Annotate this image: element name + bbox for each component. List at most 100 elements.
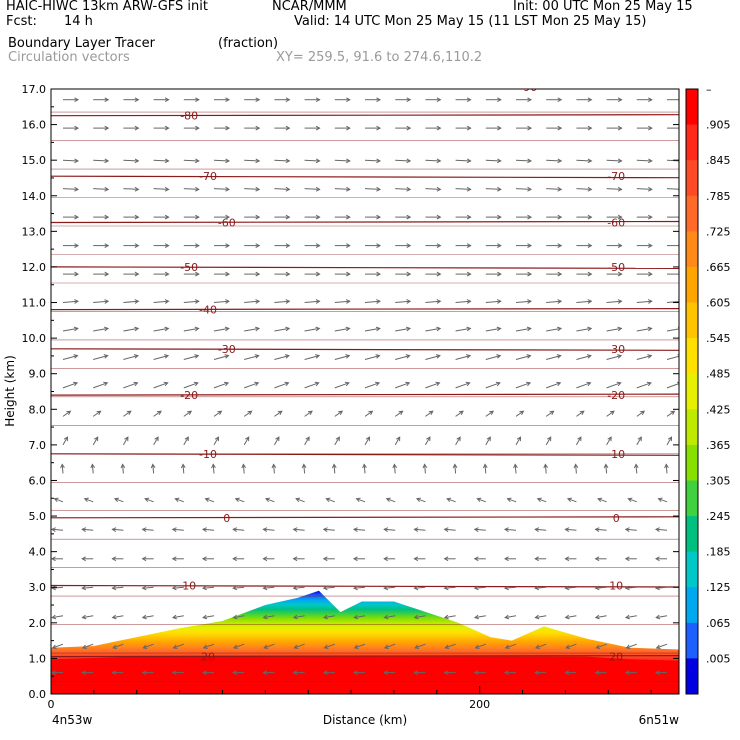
vector-shaft <box>384 643 396 649</box>
vector-shaft <box>514 464 517 474</box>
y-tick-label: 15.0 <box>22 154 47 167</box>
vector-head <box>362 463 367 469</box>
vector-shaft <box>595 528 607 531</box>
vector-shaft <box>576 382 591 389</box>
vector-head <box>232 556 237 562</box>
vector-shaft <box>92 436 99 446</box>
vector-head <box>141 556 147 562</box>
vector-shaft <box>475 643 486 649</box>
vector-head <box>217 410 223 416</box>
vector-head <box>134 97 140 103</box>
vector-shaft <box>454 464 457 474</box>
vector-head <box>292 585 298 591</box>
vector-shaft <box>535 528 547 531</box>
vector-shaft <box>386 498 396 503</box>
vector-shaft <box>485 436 491 446</box>
vector-head <box>465 381 471 387</box>
vector-shaft <box>244 382 259 389</box>
vector-shaft <box>596 643 607 649</box>
colorbar-segment <box>686 622 698 659</box>
vector-head <box>476 497 482 503</box>
vector-shaft <box>625 528 637 531</box>
vector-head <box>134 326 140 332</box>
colorbar-label: .065 <box>706 617 731 630</box>
vector-head <box>413 670 419 676</box>
vector-head <box>556 381 562 387</box>
vector-shaft <box>474 528 486 531</box>
vector-head <box>154 436 159 442</box>
vector-head <box>164 97 170 103</box>
vector-head <box>232 527 238 533</box>
y-tick-label: 12.0 <box>22 261 47 274</box>
vector-head <box>473 614 479 620</box>
vector-head <box>422 463 428 469</box>
vector-shaft <box>304 355 320 360</box>
vector-shaft <box>323 528 335 531</box>
vector-shaft <box>293 615 305 619</box>
vector-head <box>594 670 600 676</box>
vector-head <box>654 556 660 562</box>
vector-head <box>617 158 623 164</box>
vector-head <box>352 585 358 591</box>
vector-head <box>573 463 579 469</box>
vector-head <box>534 670 539 676</box>
vector-head <box>413 556 419 562</box>
vector-head <box>284 381 290 387</box>
vector-head <box>466 243 472 248</box>
vector-shaft <box>153 436 159 446</box>
vector-shaft <box>485 410 494 417</box>
vector-shaft <box>565 643 577 649</box>
vector-head <box>587 243 593 248</box>
vector-head <box>164 354 170 359</box>
vector-shaft <box>273 464 275 474</box>
vector-head <box>436 214 442 220</box>
vector-head <box>458 410 464 416</box>
contour-label: 20 <box>609 651 623 664</box>
vector-head <box>285 214 291 220</box>
fcst-value: 14 h <box>64 14 93 29</box>
vector-head <box>473 527 479 533</box>
vector-head <box>564 670 570 676</box>
vector-head <box>413 585 419 591</box>
vector-shaft <box>485 188 501 190</box>
colorbar-label: .605 <box>706 297 731 310</box>
vector-shaft <box>172 528 184 531</box>
vector-shaft <box>364 355 380 360</box>
vector-head <box>413 527 419 533</box>
vector-shaft <box>244 159 260 162</box>
colorbar-frame <box>685 88 699 695</box>
vector-head <box>315 271 321 277</box>
vector-head <box>413 614 419 620</box>
vector-head <box>284 354 290 359</box>
vector-head <box>594 614 600 620</box>
vector-head <box>406 299 412 304</box>
vector-shaft <box>425 188 441 190</box>
vector-head <box>195 271 200 277</box>
vector-head <box>73 326 79 332</box>
colorbar-label: .845 <box>706 154 731 167</box>
vector-head <box>51 527 56 533</box>
vector-head <box>323 644 329 649</box>
vector-head <box>405 354 411 359</box>
y-tick-label: 11.0 <box>22 297 47 310</box>
vector-head <box>486 436 491 442</box>
vector-head <box>436 243 442 248</box>
vector-shaft <box>233 528 245 531</box>
vector-head <box>345 299 351 304</box>
vector-head <box>73 354 79 359</box>
vector-shaft <box>243 410 252 417</box>
vector-head <box>275 436 280 442</box>
vector-head <box>305 436 310 442</box>
vector-head <box>353 644 359 649</box>
vector-shaft <box>183 382 199 389</box>
vector-shaft <box>62 159 79 162</box>
vector-shaft <box>82 586 94 589</box>
vector-head <box>579 410 585 416</box>
vector-head <box>255 243 261 248</box>
vector-head <box>594 585 600 591</box>
vector-head <box>262 527 268 533</box>
vector-head <box>564 585 570 591</box>
vector-shaft <box>112 643 124 649</box>
vector-head <box>134 125 140 131</box>
vector-shaft <box>244 188 260 190</box>
